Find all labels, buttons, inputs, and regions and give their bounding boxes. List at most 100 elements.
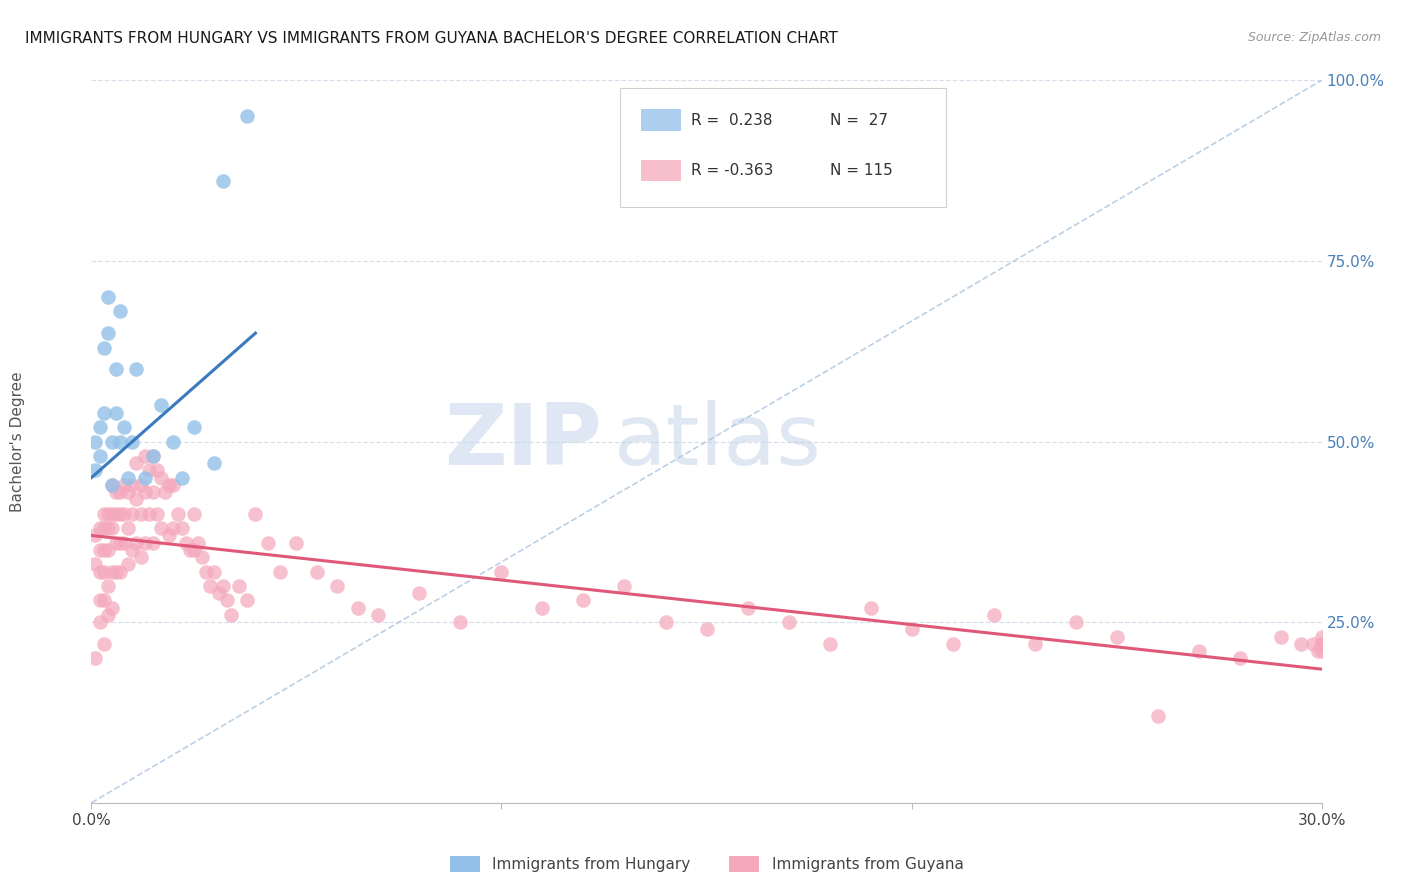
Bar [641,109,681,131]
Point [89,565,111,579]
Point [89,615,111,630]
Point [305,565,328,579]
Point [93,565,115,579]
Point [150,398,173,412]
Point [108,565,131,579]
Point [170,521,193,535]
Point [105,362,127,376]
Point [228,579,250,593]
Point [778,615,800,630]
Point [117,471,139,485]
Point [89,542,111,557]
Point [183,507,205,521]
Point [121,434,143,449]
Point [162,478,184,492]
Point [93,406,115,420]
Point [449,615,471,630]
Point [89,593,111,607]
Point [572,593,595,607]
Point [211,579,233,593]
Point [101,507,124,521]
Point [900,623,922,637]
Point [93,637,115,651]
Point [859,600,882,615]
Point [146,507,169,521]
Point [101,478,124,492]
Bar [641,160,681,181]
Text: N = 115: N = 115 [830,163,893,178]
Point [1310,644,1333,658]
Point [1024,637,1046,651]
Point [97,542,120,557]
Point [695,623,717,637]
Point [153,485,177,500]
Point [142,449,165,463]
Point [326,579,349,593]
Point [84,528,107,542]
Point [97,326,120,341]
Point [408,586,430,600]
Point [108,304,131,318]
Point [112,535,135,549]
Point [108,434,131,449]
Point [1187,644,1209,658]
Point [1310,637,1333,651]
Point [89,449,111,463]
Point [285,535,308,549]
Point [134,485,156,500]
Point [215,593,238,607]
Point [101,565,124,579]
Point [121,507,143,521]
Point [97,579,120,593]
Text: Source: ZipAtlas.com: Source: ZipAtlas.com [1247,31,1381,45]
Point [187,535,209,549]
Point [142,485,165,500]
Point [1289,637,1312,651]
Point [142,535,165,549]
Point [84,651,107,665]
Point [150,521,173,535]
Point [737,600,759,615]
Point [269,565,291,579]
Point [1310,630,1333,644]
Point [89,420,111,434]
Text: R =  0.238: R = 0.238 [690,112,772,128]
Point [1310,637,1333,651]
Text: R = -0.363: R = -0.363 [690,163,773,178]
Point [983,607,1005,622]
Point [1146,709,1168,723]
Text: atlas: atlas [614,400,823,483]
Point [367,607,389,622]
Point [202,565,225,579]
Point [211,174,233,188]
Point [195,565,218,579]
Point [97,607,120,622]
Point [125,362,148,376]
Text: IMMIGRANTS FROM HUNGARY VS IMMIGRANTS FROM GUYANA BACHELOR'S DEGREE CORRELATION : IMMIGRANTS FROM HUNGARY VS IMMIGRANTS FR… [25,31,838,46]
Point [108,535,131,549]
Point [101,478,124,492]
Point [1310,637,1333,651]
Point [125,492,148,507]
Point [818,637,841,651]
Point [142,449,165,463]
Point [942,637,965,651]
Point [150,471,173,485]
Point [157,528,180,542]
Point [146,463,169,477]
Point [134,535,156,549]
Point [97,507,120,521]
Point [1064,615,1087,630]
Point [134,471,156,485]
Point [183,542,205,557]
Point [117,521,139,535]
Point [219,607,242,622]
Point [93,542,115,557]
Point [162,521,184,535]
Point [105,507,127,521]
Point [97,521,120,535]
Point [1105,630,1128,644]
Point [101,521,124,535]
Text: ZIP: ZIP [444,400,602,483]
Point [166,507,188,521]
